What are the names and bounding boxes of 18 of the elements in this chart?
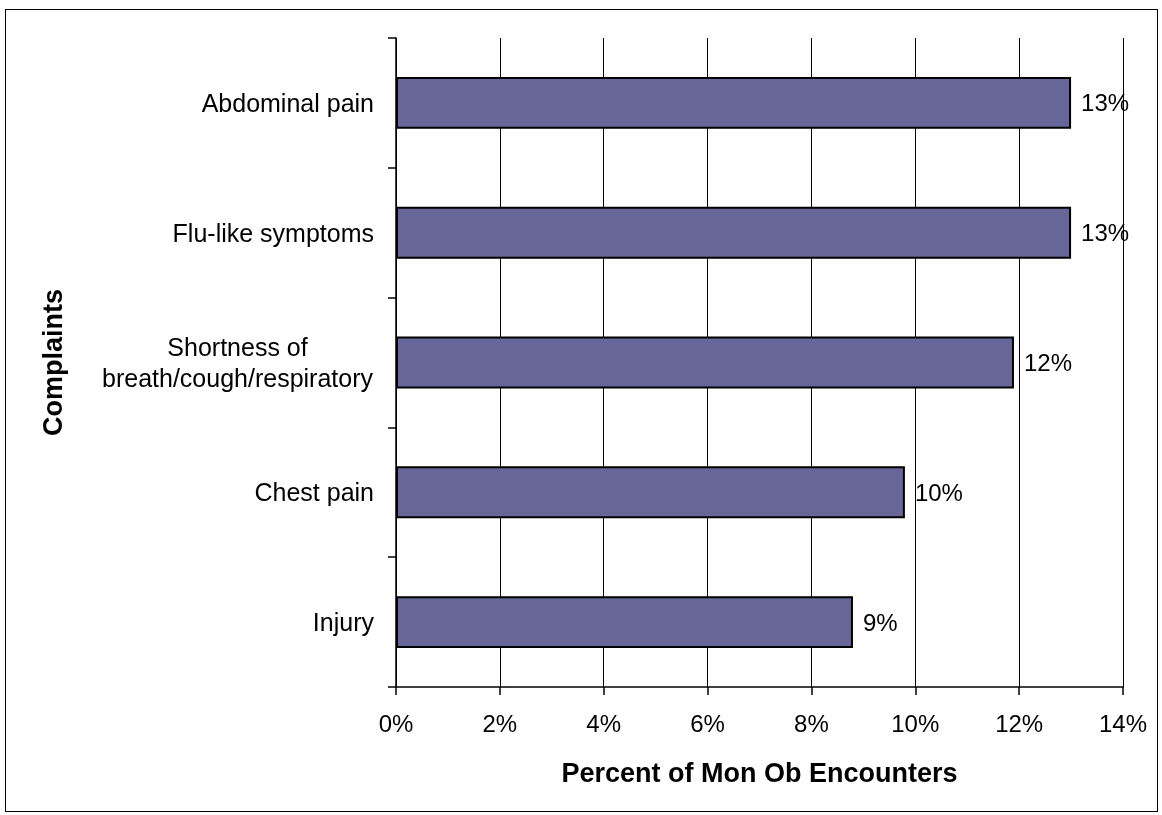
x-tick-label: 8%	[794, 709, 829, 737]
y-tick-label: Abdominal pain	[201, 88, 374, 117]
x-axis-title: Percent of Mon Ob Encounters	[561, 757, 958, 788]
x-tick-label: 14%	[1098, 709, 1148, 737]
x-tick-label: 6%	[690, 709, 725, 737]
x-tick-label: 4%	[586, 709, 622, 737]
x-tick-label: 0%	[378, 709, 414, 737]
y-tick-label: Flu-like symptoms	[172, 218, 374, 247]
y-tick-label: Chest pain	[254, 478, 374, 507]
data-label: 10%	[914, 478, 963, 506]
y-axis-title: Complaints	[37, 288, 68, 437]
x-tick-label: 2%	[482, 709, 518, 737]
data-label: 9%	[862, 608, 898, 636]
y-tick-label: Injury	[312, 608, 375, 637]
data-label: 12%	[1023, 349, 1072, 376]
y-tick-label: Shortness of breath/cough/respiratory	[102, 333, 374, 392]
x-tick-label: 10%	[891, 709, 940, 737]
x-tick-label: 12%	[995, 709, 1044, 737]
